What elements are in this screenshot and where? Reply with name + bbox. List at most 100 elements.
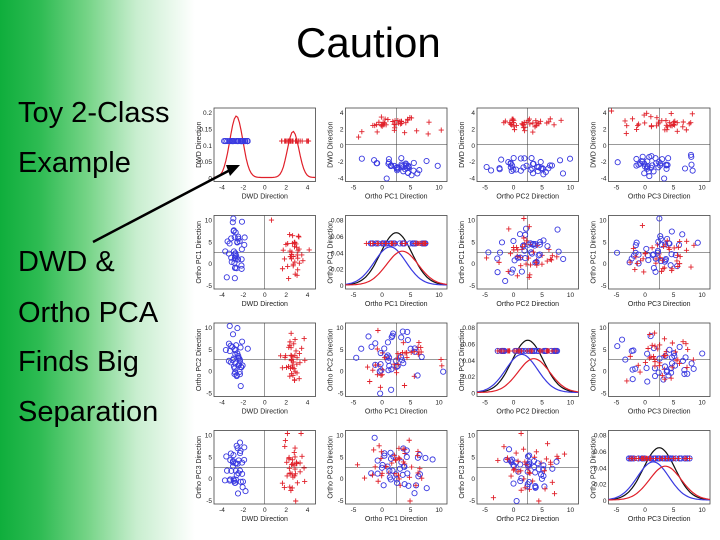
class2-point bbox=[408, 349, 414, 355]
x-tick-label: 2 bbox=[284, 292, 288, 299]
y-tick-label: 10 bbox=[205, 325, 213, 332]
x-tick-label: -5 bbox=[482, 292, 488, 299]
class2-point bbox=[649, 342, 655, 348]
class2-projection-point bbox=[528, 348, 535, 354]
x-tick-label: 5 bbox=[672, 400, 676, 407]
x-tick-label: 10 bbox=[435, 507, 443, 514]
y-axis-label: DWD Direction bbox=[459, 122, 466, 168]
class1-point bbox=[668, 228, 675, 235]
class1-point bbox=[635, 161, 642, 168]
class2-point bbox=[633, 254, 639, 260]
class2-point bbox=[659, 372, 665, 379]
class2-point bbox=[642, 250, 649, 256]
x-tick-label: 0 bbox=[643, 185, 647, 192]
class1-point bbox=[385, 367, 392, 374]
class2-point bbox=[544, 441, 551, 447]
y-axis-label: DWD Direction bbox=[196, 122, 203, 168]
y-axis-label: Ortho PC1 Direction bbox=[328, 221, 335, 284]
class1-point bbox=[529, 241, 536, 248]
class1-point bbox=[387, 163, 395, 170]
class2-point bbox=[294, 361, 300, 367]
x-tick-label: -4 bbox=[219, 400, 225, 407]
y-tick-label: 0.08 bbox=[594, 433, 607, 440]
class2-point bbox=[526, 224, 532, 230]
class1-point bbox=[652, 268, 659, 275]
class1-point bbox=[368, 343, 375, 350]
x-tick-label: 2 bbox=[284, 400, 288, 407]
class1-point bbox=[548, 162, 555, 169]
class1-point bbox=[232, 351, 239, 358]
class1-point bbox=[233, 342, 240, 349]
matrix-cell-r4-c4: Ortho PC3 Direction Ortho PC3 Direction -5… bbox=[591, 430, 711, 523]
class1-point bbox=[639, 153, 646, 160]
class2-point bbox=[392, 118, 398, 124]
x-axis-label: Ortho PC3 Direction bbox=[628, 409, 691, 416]
class2-point bbox=[394, 355, 401, 361]
x-tick-label: -5 bbox=[351, 400, 357, 407]
x-axis-label: Ortho PC3 Direction bbox=[628, 301, 691, 308]
matrix-cell-r1-c4: DWD Direction Ortho PC3 Direction -5 0 5 10 4 2… bbox=[591, 107, 711, 201]
class2-point bbox=[669, 364, 675, 370]
plot-content bbox=[345, 108, 447, 182]
class2-point bbox=[291, 341, 297, 347]
class1-point bbox=[522, 231, 529, 238]
class2-point bbox=[548, 461, 554, 467]
class2-point bbox=[544, 258, 550, 264]
class2-point bbox=[635, 362, 641, 368]
class1-point bbox=[358, 345, 365, 352]
class1-point bbox=[429, 456, 436, 463]
class1-point bbox=[641, 160, 648, 167]
plot-frame bbox=[476, 322, 579, 397]
class1-point bbox=[241, 234, 248, 241]
class1-point bbox=[232, 467, 239, 474]
class1-point bbox=[613, 249, 621, 256]
class1-point bbox=[228, 235, 235, 242]
class2-point bbox=[302, 478, 308, 485]
y-tick-label: 0 bbox=[471, 391, 475, 398]
class1-point bbox=[689, 167, 696, 174]
plot-frame bbox=[213, 107, 316, 182]
class2-projection-point bbox=[363, 240, 369, 247]
class1-point bbox=[633, 239, 640, 246]
x-tick-label: 5 bbox=[672, 185, 676, 192]
class2-point bbox=[289, 457, 296, 463]
x-tick-label: 0 bbox=[380, 507, 384, 514]
class1-point bbox=[236, 361, 243, 368]
class2-point bbox=[289, 249, 295, 255]
class2-point bbox=[397, 456, 403, 462]
class1-point bbox=[397, 354, 405, 361]
class2-point bbox=[400, 446, 406, 452]
class1-projection-point bbox=[229, 138, 236, 145]
x-tick-label: 10 bbox=[435, 400, 443, 407]
class2-point bbox=[511, 467, 517, 473]
class1-point bbox=[528, 155, 535, 162]
class1-point bbox=[614, 159, 621, 166]
class1-point bbox=[365, 333, 372, 340]
class2-point bbox=[284, 473, 290, 479]
class1-point bbox=[238, 265, 245, 272]
class2-point bbox=[627, 259, 633, 265]
class2-point bbox=[378, 123, 384, 129]
class2-point bbox=[624, 123, 630, 129]
class2-point bbox=[534, 262, 540, 268]
class2-projection-point bbox=[374, 240, 380, 247]
plot-content bbox=[608, 447, 711, 501]
class2-point bbox=[286, 465, 292, 471]
class1-point bbox=[503, 456, 510, 463]
class2-point bbox=[551, 122, 557, 128]
class2-point bbox=[551, 491, 558, 497]
class2-point bbox=[683, 127, 689, 133]
class2-point bbox=[546, 119, 552, 125]
class1-point bbox=[238, 256, 245, 263]
class1-point bbox=[405, 163, 412, 170]
class1-point bbox=[422, 454, 429, 462]
class2-point bbox=[279, 266, 286, 272]
class2-point bbox=[377, 384, 384, 390]
class2-point bbox=[634, 260, 640, 267]
class2-point bbox=[622, 118, 628, 124]
class2-point bbox=[407, 498, 413, 504]
y-tick-label: 2 bbox=[340, 126, 344, 133]
y-axis-label: Ortho PC3 Direction bbox=[459, 436, 466, 499]
class1-point bbox=[529, 160, 536, 167]
